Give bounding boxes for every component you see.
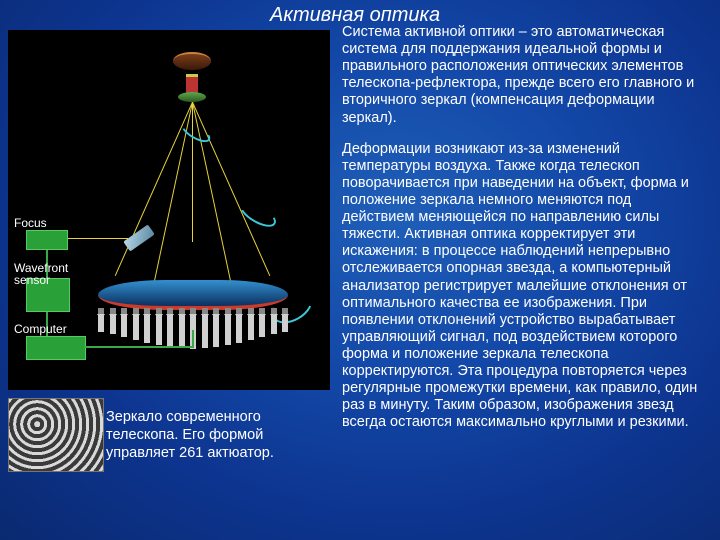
actuator-icon <box>259 308 265 337</box>
signal-wire <box>84 346 194 348</box>
actuator-icon <box>282 308 288 332</box>
mirror-photo <box>8 398 104 472</box>
beam-line <box>68 238 128 239</box>
actuator-icon <box>179 308 185 348</box>
actuator-icon <box>110 308 116 334</box>
photo-caption: Зеркало современного телескопа. Его форм… <box>106 408 331 462</box>
actuator-icon <box>156 308 162 345</box>
body-text: Система активной оптики – это автоматиче… <box>342 24 707 446</box>
actuator-icon <box>248 308 254 340</box>
actuator-icon <box>144 308 150 343</box>
signal-wire <box>192 330 194 348</box>
secondary-mirror-icon <box>178 92 206 102</box>
actuator-icon <box>213 308 219 347</box>
actuator-icon <box>271 308 277 334</box>
diagram-label-focus: Focus <box>14 216 47 230</box>
primary-mirror-icon <box>98 280 288 310</box>
focus-port <box>26 230 68 250</box>
paragraph: Система активной оптики – это автоматиче… <box>342 24 707 127</box>
actuator-icon <box>225 308 231 345</box>
slide: Активная оптика Focus <box>0 0 720 540</box>
actuator-icon <box>236 308 242 343</box>
actuator-icon <box>98 308 104 332</box>
rotation-arrow-icon <box>236 196 280 232</box>
diagram-label-computer: Computer <box>14 322 67 336</box>
actuator-icon <box>121 308 127 337</box>
actuator-icon <box>202 308 208 348</box>
actuator-icon <box>167 308 173 347</box>
paragraph: Деформации возникают из-за изменений тем… <box>342 141 707 432</box>
computer-box-icon <box>26 336 86 360</box>
diagram-label-wavefront: Wavefront sensor <box>14 262 74 286</box>
actuator-icon <box>133 308 139 340</box>
active-optics-diagram: Focus Wavefront sensor Computer <box>8 30 330 390</box>
top-mirror-icon <box>173 52 211 70</box>
